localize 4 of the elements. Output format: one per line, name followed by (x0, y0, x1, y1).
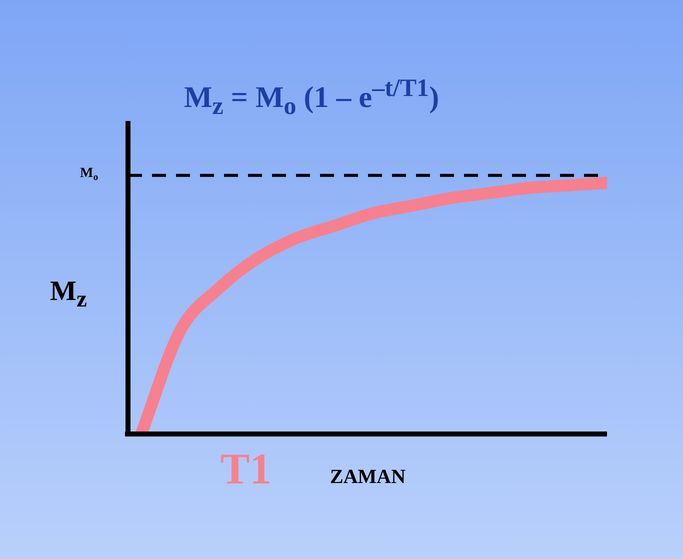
text: T1 (220, 444, 272, 494)
chart-title: M$_{z}$ = M$_{o}$ (1 – e$^{–t/T1}$) (182, 75, 440, 121)
y-axis-title: M$_{z}$ (50, 276, 87, 314)
x-axis-title: ZAMAN (330, 466, 406, 489)
